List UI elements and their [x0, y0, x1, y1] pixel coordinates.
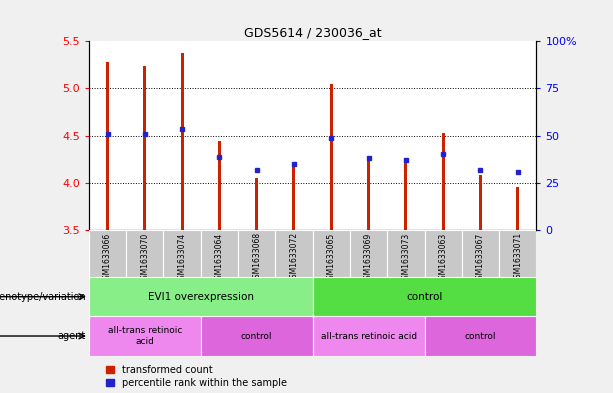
Text: GSM1633063: GSM1633063	[439, 232, 447, 283]
Bar	[462, 230, 499, 277]
Text: agent: agent	[58, 331, 86, 341]
Text: control: control	[465, 332, 496, 340]
Text: GSM1633066: GSM1633066	[103, 232, 112, 283]
Text: GSM1633069: GSM1633069	[364, 232, 373, 283]
Bar	[164, 230, 200, 277]
Bar	[89, 230, 126, 277]
Bar	[424, 316, 536, 356]
Bar	[181, 53, 184, 230]
Bar	[89, 316, 201, 356]
Bar	[499, 230, 536, 277]
Bar	[367, 157, 370, 230]
Text: GSM1633065: GSM1633065	[327, 232, 336, 283]
Bar	[424, 230, 462, 277]
Bar	[441, 133, 444, 230]
Bar	[387, 230, 424, 277]
Bar	[143, 66, 147, 230]
Text: GSM1633074: GSM1633074	[178, 232, 186, 283]
Text: EVI1 overexpression: EVI1 overexpression	[148, 292, 254, 302]
Bar	[405, 158, 408, 230]
Text: genotype/variation: genotype/variation	[0, 292, 86, 302]
Text: GSM1633071: GSM1633071	[513, 232, 522, 283]
Text: all-trans retinoic
acid: all-trans retinoic acid	[108, 326, 182, 346]
Text: GSM1633070: GSM1633070	[140, 232, 150, 283]
Bar	[275, 230, 313, 277]
Text: GSM1633064: GSM1633064	[215, 232, 224, 283]
Text: GSM1633072: GSM1633072	[289, 232, 299, 283]
Bar	[313, 316, 424, 356]
Bar	[479, 175, 482, 230]
Bar	[313, 230, 350, 277]
Legend: transformed count, percentile rank within the sample: transformed count, percentile rank withi…	[106, 365, 286, 388]
Bar	[126, 230, 164, 277]
Bar	[255, 178, 258, 230]
Text: control: control	[406, 292, 443, 302]
Bar	[89, 277, 313, 316]
Bar	[350, 230, 387, 277]
Bar	[201, 316, 313, 356]
Bar	[330, 84, 333, 230]
Bar	[238, 230, 275, 277]
Text: GSM1633067: GSM1633067	[476, 232, 485, 283]
Bar	[201, 230, 238, 277]
Text: all-trans retinoic acid: all-trans retinoic acid	[321, 332, 417, 340]
Text: GSM1633068: GSM1633068	[252, 232, 261, 283]
Bar	[313, 277, 536, 316]
Bar	[292, 165, 295, 230]
Bar	[218, 141, 221, 230]
Title: GDS5614 / 230036_at: GDS5614 / 230036_at	[244, 26, 381, 39]
Text: control: control	[241, 332, 272, 340]
Text: GSM1633073: GSM1633073	[402, 232, 410, 283]
Bar	[516, 187, 519, 230]
Bar	[106, 62, 109, 230]
